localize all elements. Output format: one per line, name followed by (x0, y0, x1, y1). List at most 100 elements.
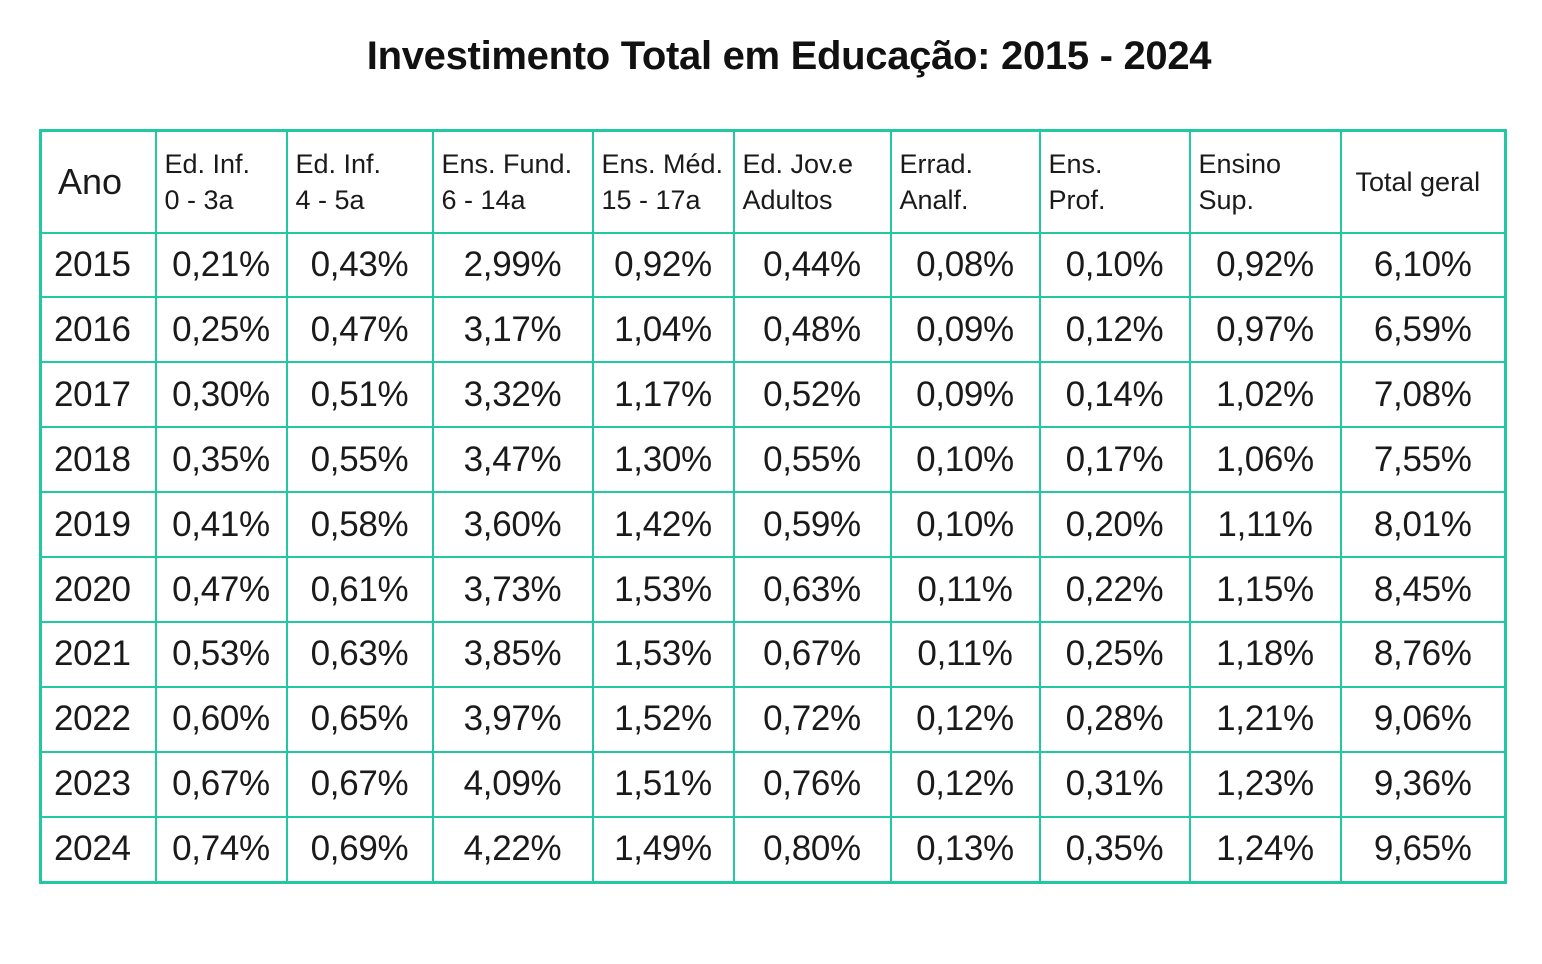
value-cell: 4,09% (431, 750, 594, 818)
value-cell: 0,74% (154, 815, 288, 884)
value-cell: 0,76% (732, 750, 892, 818)
value-cell: 0,22% (1038, 556, 1191, 624)
year-cell: 2016 (39, 296, 157, 364)
value-cell: 0,52% (732, 361, 892, 429)
header-row: Ano Ed. Inf. 0 - 3a Ed. Inf. 4 - 5a Ens. Fund… (39, 129, 1507, 234)
value-cell: 0,28% (1038, 685, 1191, 753)
value-cell: 0,09% (889, 296, 1041, 364)
column-header-line: Ano (58, 160, 123, 202)
value-cell: 0,08% (889, 231, 1041, 299)
table-row: 2019 0,41% 0,58% 3,60% 1,42% 0,59% 0,10% 0,20% 1… (39, 491, 1507, 559)
table-header: Ano Ed. Inf. 0 - 3a Ed. Inf. 4 - 5a Ens. Fund… (39, 129, 1507, 234)
column-header-line: 0 - 3a (164, 184, 234, 215)
value-cell: 0,12% (1038, 296, 1191, 364)
value-cell: 1,53% (591, 556, 735, 624)
value-cell: 1,52% (591, 685, 735, 753)
value-cell: 9,36% (1339, 750, 1507, 818)
value-cell: 7,55% (1339, 426, 1507, 494)
year-cell: 2023 (39, 750, 157, 818)
value-cell: 7,08% (1339, 361, 1507, 429)
value-cell: 1,18% (1188, 621, 1342, 688)
data-table: Ano Ed. Inf. 0 - 3a Ed. Inf. 4 - 5a Ens. Fund… (39, 129, 1507, 884)
value-cell: 0,11% (889, 556, 1041, 624)
value-cell: 0,80% (732, 815, 892, 884)
value-cell: 0,61% (285, 556, 434, 624)
value-cell: 0,25% (154, 296, 288, 364)
value-cell: 8,45% (1339, 556, 1507, 624)
value-cell: 0,47% (154, 556, 288, 624)
value-cell: 0,13% (889, 815, 1041, 884)
table-row: 2023 0,67% 0,67% 4,09% 1,51% 0,76% 0,12% 0,31% 1… (39, 750, 1507, 818)
year-cell: 2015 (39, 231, 157, 299)
value-cell: 0,11% (889, 621, 1041, 688)
column-header-ensino-sup: Ensino Sup. (1188, 129, 1342, 234)
table-row: 2016 0,25% 0,47% 3,17% 1,04% 0,48% 0,09% 0,12% 0… (39, 296, 1507, 364)
value-cell: 1,17% (591, 361, 735, 429)
value-cell: 4,22% (431, 815, 594, 884)
column-header-line: Ensino (1198, 148, 1282, 179)
value-cell: 1,49% (591, 815, 735, 884)
value-cell: 1,42% (591, 491, 735, 559)
value-cell: 0,12% (889, 685, 1041, 753)
value-cell: 0,10% (889, 491, 1041, 559)
value-cell: 0,65% (285, 685, 434, 753)
value-cell: 1,51% (591, 750, 735, 818)
value-cell: 0,92% (1188, 231, 1342, 299)
value-cell: 9,06% (1339, 685, 1507, 753)
value-cell: 1,04% (591, 296, 735, 364)
value-cell: 0,55% (732, 426, 892, 494)
year-cell: 2019 (39, 491, 157, 559)
year-cell: 2017 (39, 361, 157, 429)
column-header-ens-prof: Ens. Prof. (1038, 129, 1191, 234)
column-header-total: Total geral (1339, 129, 1507, 234)
value-cell: 0,10% (889, 426, 1041, 494)
value-cell: 0,60% (154, 685, 288, 753)
column-header-line: Ed. Jov.e (742, 148, 854, 179)
year-cell: 2021 (39, 621, 157, 688)
year-cell: 2024 (39, 815, 157, 884)
value-cell: 1,30% (591, 426, 735, 494)
column-header-line: 6 - 14a (441, 184, 526, 215)
column-header-line: Ed. Inf. (295, 148, 382, 179)
column-header-line: Errad. (899, 148, 974, 179)
value-cell: 1,24% (1188, 815, 1342, 884)
value-cell: 0,92% (591, 231, 735, 299)
column-header-line: Total geral (1355, 166, 1481, 197)
column-header-line: Ed. Inf. (164, 148, 251, 179)
column-header-eja: Ed. Jov.e Adultos (732, 129, 892, 234)
column-header-ens-med: Ens. Méd. 15 - 17a (591, 129, 735, 234)
value-cell: 1,11% (1188, 491, 1342, 559)
value-cell: 8,01% (1339, 491, 1507, 559)
value-cell: 1,06% (1188, 426, 1342, 494)
value-cell: 8,76% (1339, 621, 1507, 688)
column-header-line: Ens. (1048, 148, 1103, 179)
value-cell: 0,41% (154, 491, 288, 559)
value-cell: 0,17% (1038, 426, 1191, 494)
value-cell: 0,72% (732, 685, 892, 753)
value-cell: 3,47% (431, 426, 594, 494)
value-cell: 6,59% (1339, 296, 1507, 364)
column-header-line: Analf. (899, 184, 969, 215)
year-cell: 2022 (39, 685, 157, 753)
value-cell: 0,09% (889, 361, 1041, 429)
year-cell: 2018 (39, 426, 157, 494)
column-header-errad-analf: Errad. Analf. (889, 129, 1041, 234)
value-cell: 0,53% (154, 621, 288, 688)
value-cell: 0,67% (285, 750, 434, 818)
value-cell: 0,69% (285, 815, 434, 884)
value-cell: 0,43% (285, 231, 434, 299)
value-cell: 1,53% (591, 621, 735, 688)
value-cell: 0,67% (732, 621, 892, 688)
value-cell: 3,85% (431, 621, 594, 688)
value-cell: 9,65% (1339, 815, 1507, 884)
value-cell: 6,10% (1339, 231, 1507, 299)
table-row: 2021 0,53% 0,63% 3,85% 1,53% 0,67% 0,11% 0,25% 1… (39, 621, 1507, 688)
column-header-ed-inf-4-5: Ed. Inf. 4 - 5a (285, 129, 434, 234)
value-cell: 1,23% (1188, 750, 1342, 818)
value-cell: 0,25% (1038, 621, 1191, 688)
value-cell: 0,63% (732, 556, 892, 624)
column-header-ens-fund: Ens. Fund. 6 - 14a (431, 129, 594, 234)
column-header-line: 15 - 17a (601, 184, 701, 215)
value-cell: 0,12% (889, 750, 1041, 818)
value-cell: 1,21% (1188, 685, 1342, 753)
